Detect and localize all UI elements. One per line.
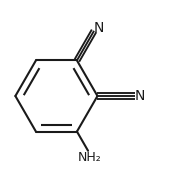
Text: N: N xyxy=(134,89,144,103)
Text: N: N xyxy=(93,21,103,35)
Text: NH₂: NH₂ xyxy=(78,151,102,164)
